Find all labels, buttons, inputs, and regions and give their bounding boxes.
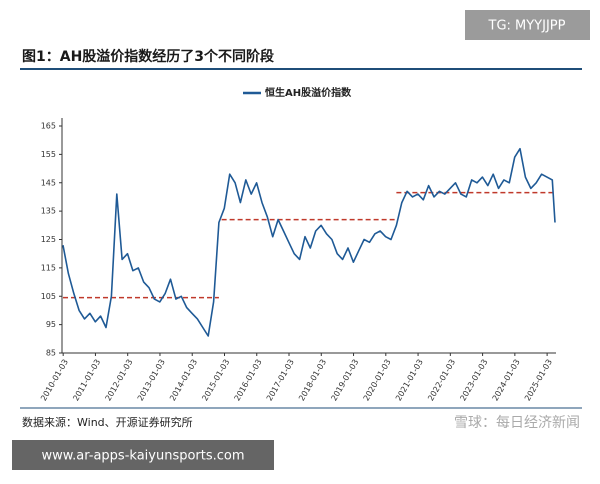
- x-tick-label: 2018-01-03: [297, 358, 328, 403]
- watermark-box: [12, 440, 274, 470]
- x-tick-label: 2021-01-03: [394, 358, 425, 403]
- x-tick-label: 2023-01-03: [458, 358, 489, 403]
- watermark: 雪球：每日经济新闻: [454, 415, 580, 431]
- x-tick-label: 2016-01-03: [233, 358, 264, 403]
- x-tick-label: 2012-01-03: [104, 358, 135, 403]
- x-tick-label: 2015-01-03: [200, 358, 231, 403]
- watermark-box: [465, 10, 590, 40]
- x-tick-label: 2017-01-03: [265, 358, 296, 403]
- source: 数据来源：Wind、开源证券研究所: [22, 415, 193, 429]
- legend-label: 恒生AH股溢价指数: [265, 86, 352, 99]
- y-tick-label: 155: [41, 150, 56, 159]
- chart-title: 图1：AH股溢价指数经历了3个不同阶段: [22, 48, 274, 65]
- series-line: [62, 147, 556, 337]
- x-tick-label: 2014-01-03: [168, 358, 199, 403]
- x-tick-label: 2013-01-03: [136, 358, 167, 403]
- x-tick-label: 2019-01-03: [329, 358, 360, 403]
- y-tick-label: 95: [46, 320, 56, 329]
- y-tick-label: 115: [41, 263, 56, 272]
- y-tick-label: 135: [41, 207, 56, 216]
- watermark: TG: MYYJJPP: [488, 19, 566, 34]
- x-tick-label: 2024-01-03: [491, 358, 522, 403]
- x-tick-label: 2010-01-03: [39, 358, 70, 403]
- x-tick-label: 2025-01-03: [523, 358, 554, 403]
- x-tick-label: 2011-01-03: [71, 358, 102, 403]
- y-tick-label: 165: [41, 122, 56, 131]
- y-tick-label: 125: [41, 235, 56, 244]
- x-tick-label: 2022-01-03: [426, 358, 457, 403]
- watermark: www.ar-apps-kaiyunsports.com: [41, 449, 244, 464]
- y-tick-label: 105: [41, 292, 56, 301]
- x-tick-label: 2020-01-03: [362, 358, 393, 403]
- y-tick-label: 85: [46, 349, 56, 358]
- y-tick-label: 145: [41, 178, 56, 187]
